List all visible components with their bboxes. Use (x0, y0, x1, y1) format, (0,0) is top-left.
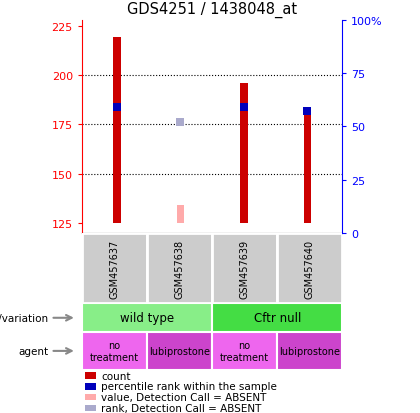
Text: lubiprostone: lubiprostone (149, 346, 210, 356)
Bar (240, 84, 248, 223)
Bar (82, 332, 147, 370)
Point (177, 120, 184, 126)
Text: agent: agent (18, 346, 48, 356)
Text: percentile rank within the sample: percentile rank within the sample (102, 382, 277, 392)
Text: no
treatment: no treatment (90, 340, 139, 362)
Point (113, 104, 120, 111)
Text: lubiprostone: lubiprostone (279, 346, 340, 356)
Text: GSM457640: GSM457640 (305, 239, 315, 298)
Bar (84, 373, 96, 379)
Text: rank, Detection Call = ABSENT: rank, Detection Call = ABSENT (102, 403, 262, 413)
Bar (212, 233, 277, 304)
Text: Cftr null: Cftr null (254, 311, 301, 325)
Text: genotype/variation: genotype/variation (0, 313, 48, 323)
Bar (82, 233, 147, 304)
Bar (147, 332, 212, 370)
Bar (277, 332, 342, 370)
Text: wild type: wild type (120, 311, 174, 325)
Bar (84, 383, 96, 389)
Bar (212, 332, 277, 370)
Bar (82, 304, 212, 332)
Bar (277, 233, 342, 304)
Bar (113, 38, 121, 223)
Bar (304, 113, 311, 223)
Text: count: count (102, 370, 131, 381)
Bar (176, 206, 184, 223)
Point (241, 104, 247, 111)
Point (304, 108, 311, 114)
Text: GSM457638: GSM457638 (175, 239, 184, 298)
Text: GSM457639: GSM457639 (240, 239, 249, 298)
Bar (84, 405, 96, 411)
Bar (147, 233, 212, 304)
Text: value, Detection Call = ABSENT: value, Detection Call = ABSENT (102, 392, 267, 402)
Text: no
treatment: no treatment (220, 340, 269, 362)
Bar (84, 394, 96, 400)
Title: GDS4251 / 1438048_at: GDS4251 / 1438048_at (127, 2, 297, 18)
Text: GSM457637: GSM457637 (110, 239, 119, 298)
Bar (212, 304, 342, 332)
